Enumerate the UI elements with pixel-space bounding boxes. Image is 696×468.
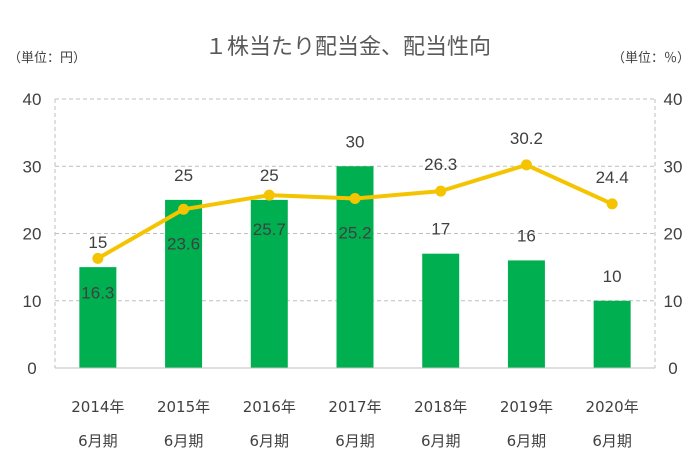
left-axis-tick-label: 30 xyxy=(23,157,42,176)
left-axis-tick-label: 40 xyxy=(23,90,42,109)
line-data-label: 24.4 xyxy=(596,168,629,187)
data-labels: 15 25 25 30 17 16 10 16.3 23.6 25.7 25.2 26.3 30.2 24… xyxy=(81,129,628,302)
line-series xyxy=(92,159,618,264)
bar-data-label: 30 xyxy=(346,132,365,151)
right-axis-tick-label: 10 xyxy=(664,292,683,311)
line-point xyxy=(435,185,447,197)
chart-title: １株当たり配当金、配当性向 xyxy=(205,35,491,60)
x-axis-tick-label: 2019年 xyxy=(500,398,553,416)
x-axis-tick-label: 6月期 xyxy=(421,432,461,450)
right-axis-unit: （単位：％） xyxy=(612,50,690,66)
x-axis-tick-label: 2016年 xyxy=(243,398,296,416)
right-axis-tick-label: 30 xyxy=(664,157,683,176)
line-point xyxy=(92,252,104,264)
bar-data-label: 25 xyxy=(174,166,193,185)
bar xyxy=(79,267,117,368)
bar-data-label: 10 xyxy=(603,267,622,286)
line-data-label: 26.3 xyxy=(424,155,457,174)
line-point xyxy=(263,189,275,201)
bar xyxy=(422,253,460,368)
line-point xyxy=(606,198,618,210)
x-axis-tick-label: 2014年 xyxy=(71,398,124,416)
left-axis-tick-label: 20 xyxy=(23,225,42,244)
line-data-label: 30.2 xyxy=(510,129,543,148)
gridlines xyxy=(54,98,656,368)
x-axis-tick-label: 2018年 xyxy=(414,398,467,416)
x-axis-tick-label: 6月期 xyxy=(164,432,204,450)
right-axis-tick-label: 0 xyxy=(668,359,677,378)
line-data-label: 23.6 xyxy=(167,234,200,253)
x-axis-tick-label: 6月期 xyxy=(592,432,632,450)
x-axis-tick-label: 2017年 xyxy=(328,398,381,416)
right-axis-tick-label: 40 xyxy=(664,90,683,109)
line-data-label: 16.3 xyxy=(81,283,114,302)
left-axis-unit: （単位：円） xyxy=(8,50,86,66)
left-axis-tick-label: 0 xyxy=(27,359,36,378)
bar xyxy=(507,260,545,368)
line-point xyxy=(178,203,190,215)
x-axis-tick-label: 6月期 xyxy=(250,432,290,450)
axes: 0 10 20 30 40 0 10 20 30 40 2014年 6月期 2015年 6月期 2016年 6… xyxy=(23,90,683,450)
bar xyxy=(593,300,631,368)
bar-data-label: 16 xyxy=(517,226,536,245)
line-data-label: 25.2 xyxy=(338,224,371,243)
bar xyxy=(250,199,288,368)
x-axis-tick-label: 2015年 xyxy=(157,398,210,416)
bar-data-label: 15 xyxy=(88,233,107,252)
left-axis-tick-label: 10 xyxy=(23,292,42,311)
bar-data-label: 17 xyxy=(431,220,450,239)
x-axis-tick-label: 6月期 xyxy=(507,432,547,450)
x-axis-tick-label: 2020年 xyxy=(586,398,639,416)
x-axis-tick-label: 6月期 xyxy=(335,432,375,450)
right-axis-tick-label: 20 xyxy=(664,225,683,244)
bar xyxy=(165,199,203,368)
line-point xyxy=(349,193,361,205)
bar-data-label: 25 xyxy=(260,166,279,185)
line-point xyxy=(520,159,532,171)
line-data-label: 25.7 xyxy=(253,220,286,239)
x-axis-tick-label: 6月期 xyxy=(78,432,118,450)
